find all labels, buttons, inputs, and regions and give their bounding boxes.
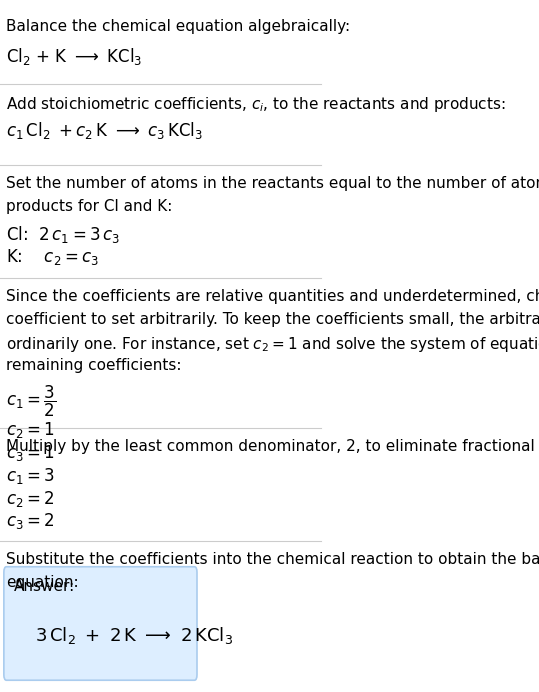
Text: $\mathrm{Cl_2}$ $+$ K $\longrightarrow$ $\mathrm{KCl_3}$: $\mathrm{Cl_2}$ $+$ K $\longrightarrow$ …	[6, 46, 143, 66]
Text: $c_3 = 2$: $c_3 = 2$	[6, 511, 55, 531]
Text: Multiply by the least common denominator, 2, to eliminate fractional coefficient: Multiply by the least common denominator…	[6, 439, 539, 455]
Text: $c_2 = 2$: $c_2 = 2$	[6, 489, 55, 509]
Text: Substitute the coefficients into the chemical reaction to obtain the balanced: Substitute the coefficients into the che…	[6, 552, 539, 567]
Text: Set the number of atoms in the reactants equal to the number of atoms in the: Set the number of atoms in the reactants…	[6, 176, 539, 192]
Text: coefficient to set arbitrarily. To keep the coefficients small, the arbitrary va: coefficient to set arbitrarily. To keep …	[6, 312, 539, 327]
Text: $c_1 = 3$: $c_1 = 3$	[6, 466, 55, 486]
Text: remaining coefficients:: remaining coefficients:	[6, 358, 182, 373]
Text: Cl: $\ 2\,c_1 = 3\,c_3$: Cl: $\ 2\,c_1 = 3\,c_3$	[6, 224, 121, 245]
Text: $c_3 = 1$: $c_3 = 1$	[6, 443, 55, 463]
Text: Answer:: Answer:	[13, 579, 75, 594]
Text: K: $\ \ \ c_2 = c_3$: K: $\ \ \ c_2 = c_3$	[6, 247, 100, 267]
Text: Add stoichiometric coefficients, $c_i$, to the reactants and products:: Add stoichiometric coefficients, $c_i$, …	[6, 95, 506, 114]
Text: $3\,\mathrm{Cl_2}\ +\ 2\,\mathrm{K}\ \longrightarrow\ 2\,\mathrm{KCl_3}$: $3\,\mathrm{Cl_2}\ +\ 2\,\mathrm{K}\ \lo…	[36, 626, 233, 646]
Text: equation:: equation:	[6, 575, 79, 590]
FancyBboxPatch shape	[4, 567, 197, 680]
Text: products for Cl and K:: products for Cl and K:	[6, 199, 173, 215]
Text: $c_2 = 1$: $c_2 = 1$	[6, 420, 55, 440]
Text: ordinarily one. For instance, set $c_2 = 1$ and solve the system of equations fo: ordinarily one. For instance, set $c_2 =…	[6, 335, 539, 354]
Text: Since the coefficients are relative quantities and underdetermined, choose a: Since the coefficients are relative quan…	[6, 289, 539, 304]
Text: $c_1\,\mathrm{Cl_2}\ +c_2\,\mathrm{K}\ \longrightarrow\ c_3\,\mathrm{KCl_3}$: $c_1\,\mathrm{Cl_2}\ +c_2\,\mathrm{K}\ \…	[6, 120, 204, 141]
Text: Balance the chemical equation algebraically:: Balance the chemical equation algebraica…	[6, 19, 350, 35]
Text: $c_1 = \dfrac{3}{2}$: $c_1 = \dfrac{3}{2}$	[6, 384, 57, 419]
